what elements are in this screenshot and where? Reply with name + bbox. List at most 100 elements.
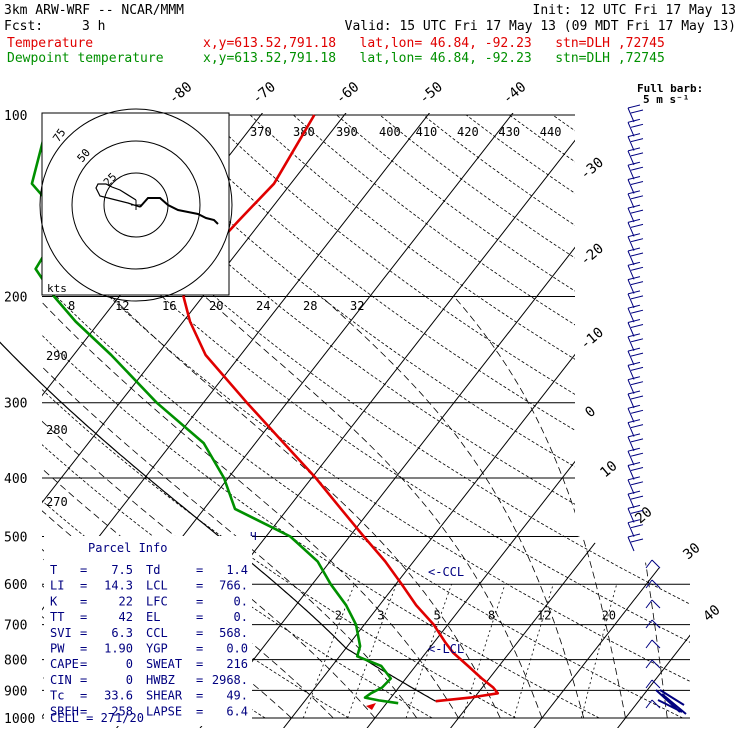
parcel-info-row: T = 7.5 Td = 1.4 [50, 563, 248, 577]
wind-barb-14 [627, 304, 644, 323]
isotherm-top-label--70: -70 [249, 79, 279, 108]
theta-label-280: 280 [46, 423, 68, 437]
mixing-ratio-label-2: 2 [335, 609, 342, 623]
isotherm-40 [699, 102, 740, 731]
parcel-info-value: 14.3 [104, 579, 133, 593]
temperature-legend: Temperature [7, 36, 94, 51]
dry-adiabat-310 [42, 114, 683, 719]
pressure-tick-1000: 1000 [4, 712, 35, 727]
moist-adiabat-0 [42, 296, 376, 719]
hodograph-axis-label-20: 20 [209, 299, 223, 313]
parcel-info-value: 22 [119, 594, 133, 608]
dry-adiabat-290 [42, 114, 516, 719]
surface-arrow [366, 703, 376, 710]
pressure-tick-100: 100 [4, 109, 27, 124]
moist-adiabat-20 [204, 296, 543, 719]
moist-adiabat-40 [670, 296, 690, 719]
wind-legend: Full barb: 5 m s⁻¹ [637, 82, 703, 106]
dry-adiabat-420 [379, 114, 690, 719]
parcel-info-eq: = [80, 579, 87, 593]
wind-barb-1 [627, 118, 644, 137]
wind-barb-7 [627, 204, 644, 223]
dry-adiabat-390 [249, 114, 690, 719]
parcel-info-key: SHEAR [146, 689, 183, 703]
parcel-info-eq: = [80, 594, 87, 608]
parcel-info-value: 1.90 [104, 642, 133, 656]
wind-legend-label: Full barb: [637, 82, 703, 95]
parcel-info-key: CIN [50, 673, 72, 687]
pressure-tick-500: 500 [4, 530, 27, 545]
lcl-marker: <-LCL [428, 642, 464, 656]
parcel-info-key: Td [146, 563, 160, 577]
theta-e-label-440: 440 [540, 125, 562, 139]
parcel-info-value: 0 [126, 673, 133, 687]
parcel-info-eq: = [196, 579, 203, 593]
parcel-info-title: Parcel Info [88, 541, 167, 555]
wind-barb-18 [627, 361, 644, 380]
hodograph-trace-upper [95, 183, 141, 208]
pressure-tick-700: 700 [4, 619, 27, 634]
parcel-info-eq: = [196, 657, 203, 671]
dewpoint-legend: Dewpoint temperature [7, 51, 164, 66]
wind-barb-23 [627, 433, 644, 452]
isotherm-right-label--30: -30 [577, 155, 607, 184]
parcel-info-value: 766. [219, 579, 248, 593]
parcel-info-value: 6.4 [226, 704, 248, 718]
wind-barb-low-2 [645, 599, 661, 609]
hodograph-axis-label-28: 28 [303, 299, 317, 313]
wind-legend-value: 5 m s⁻¹ [643, 93, 689, 106]
isotherm--10 [281, 113, 690, 728]
parcel-info-value: 33.6 [104, 689, 133, 703]
wind-barb-16 [627, 333, 644, 351]
parcel-info-key: SWEAT [146, 657, 182, 671]
dry-adiabat-400 [293, 114, 690, 719]
theta-e-label-420: 420 [457, 125, 479, 139]
isotherm--20 [197, 113, 690, 728]
isotherm-10 [448, 113, 690, 728]
parcel-info-key: K [50, 594, 58, 608]
wind-barb-21 [627, 404, 644, 423]
wind-barb-9 [627, 233, 644, 251]
parcel-info-row: TT = 42 EL = 0. [50, 610, 248, 624]
pressure-tick-300: 300 [4, 397, 27, 412]
parcel-info-key: CCL [146, 626, 168, 640]
theta-e-label-370: 370 [250, 125, 272, 139]
mixing-ratio-12 [513, 584, 554, 719]
parcel-info-eq: = [80, 704, 87, 718]
parcel-info-eq: = [80, 610, 87, 624]
parcel-info-eq: = [196, 673, 203, 687]
parcel-info-eq: = [80, 673, 87, 687]
wind-barb-low-4 [645, 639, 661, 649]
isotherm-right-label-0: 0 [582, 403, 599, 421]
hodograph-axis-label-32: 32 [350, 299, 364, 313]
parcel-info-background [44, 536, 252, 726]
moist-adiabat-10 [42, 296, 459, 719]
hodograph: 75 50 25 kts [39, 108, 233, 302]
hodograph-ring-75 [39, 108, 233, 302]
wind-barb-13 [627, 290, 644, 309]
parcel-info-eq: = [196, 594, 203, 608]
parcel-info-eq: = [196, 610, 203, 624]
parcel-info-row: CAPE = 0 SWEAT = 216 [50, 657, 248, 671]
wind-barb-12 [627, 276, 644, 294]
wind-barb-17 [627, 347, 644, 366]
parcel-info-key: SVI [50, 626, 72, 640]
parcel-info-key: SREH [50, 704, 79, 718]
wind-barb-8 [627, 218, 644, 237]
wind-barb-surface [655, 689, 687, 715]
wind-barb-low-7 [645, 699, 661, 709]
temperature-location: x,y=613.52,791.18 lat,lon= 46.84, -92.23… [203, 36, 665, 51]
parcel-info-key: LI [50, 579, 64, 593]
forecast-label: Fcst: [4, 19, 44, 34]
init-time: Init: 12 UTC Fri 17 May 13 [532, 3, 737, 18]
wind-barb-19 [627, 376, 644, 394]
parcel-info-key: HWBZ [146, 673, 175, 687]
dry-adiabat-340 [42, 114, 690, 719]
model-title: 3km ARW-WRF -- NCAR/MMM [4, 3, 185, 18]
theta-e-label-390: 390 [336, 125, 358, 139]
h-marker: H [250, 530, 257, 543]
mixing-ratio-5 [405, 584, 452, 719]
parcel-info-row: PW = 1.90 YGP = 0.0 [50, 642, 248, 656]
isotherm-right-label-20: 20 [632, 504, 655, 527]
pressure-tick-600: 600 [4, 578, 27, 593]
